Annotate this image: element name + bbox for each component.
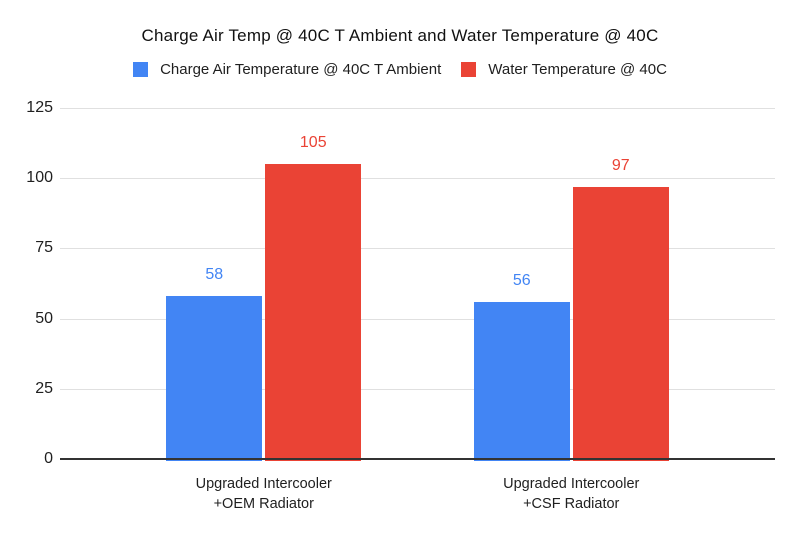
bar xyxy=(166,296,263,461)
category-label: Upgraded Intercooler +CSF Radiator xyxy=(503,476,640,512)
chart-title: Charge Air Temp @ 40C T Ambient and Wate… xyxy=(141,26,659,45)
legend-label: Water Temperature @ 40C xyxy=(488,61,667,78)
plot-area: 58 105 56 97 xyxy=(60,108,775,461)
legend-swatch-icon xyxy=(461,62,477,77)
bar xyxy=(473,301,570,461)
bar-value-label: 105 xyxy=(299,134,327,152)
legend-item: Water Temperature @ 40C xyxy=(461,61,667,78)
y-tick-label: 125 xyxy=(26,99,53,116)
x-axis-line xyxy=(60,458,775,460)
category-label: Upgraded Intercooler +OEM Radiator xyxy=(195,476,332,512)
bar xyxy=(572,186,669,461)
y-tick-label: 50 xyxy=(35,309,53,327)
gridline xyxy=(60,318,775,320)
y-tick-label: 100 xyxy=(26,169,53,187)
y-tick-label: 25 xyxy=(35,379,53,397)
gridline xyxy=(60,248,775,250)
legend-label: Charge Air Temperature @ 40C T Ambient xyxy=(160,61,442,78)
legend-item: Charge Air Temperature @ 40C T Ambient xyxy=(133,61,441,78)
bar-value-label: 58 xyxy=(205,266,224,284)
bar xyxy=(265,164,362,461)
legend: Charge Air Temperature @ 40C T Ambient Wa… xyxy=(0,61,800,78)
y-tick-label: 0 xyxy=(44,450,53,467)
bar-value-label: 97 xyxy=(611,156,630,174)
gridline xyxy=(60,178,775,180)
x-axis-labels: Upgraded Intercooler +OEM Radiator Upgrad… xyxy=(60,474,775,524)
bar-value-label: 56 xyxy=(512,271,531,289)
y-axis-labels: 0 25 50 75 100 125 xyxy=(0,0,53,533)
legend-swatch-icon xyxy=(133,62,149,77)
gridline xyxy=(60,388,775,390)
gridline xyxy=(60,108,775,109)
y-tick-label: 75 xyxy=(35,239,53,257)
